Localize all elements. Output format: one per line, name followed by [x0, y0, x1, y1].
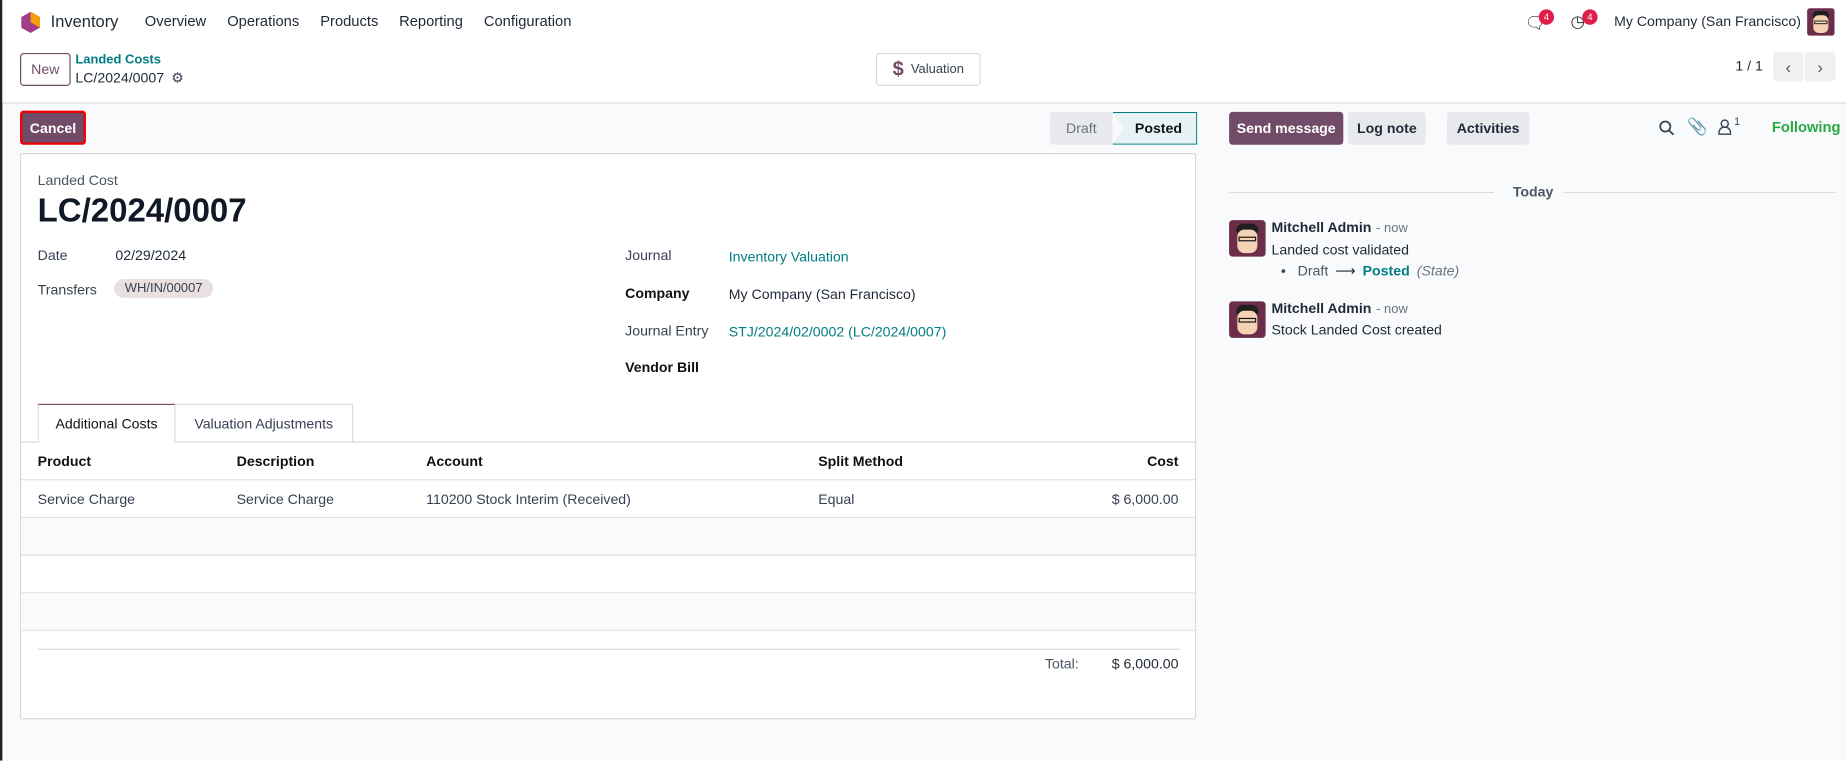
journal-entry-link[interactable]: STJ/2024/02/0002 (LC/2024/0007) [728, 323, 947, 341]
followers-icon[interactable] [1718, 119, 1732, 135]
message-time: - now [1376, 302, 1408, 317]
stage-posted[interactable]: Posted [1112, 111, 1198, 145]
author-avatar[interactable] [1229, 301, 1266, 338]
col-cost[interactable]: Cost [1147, 453, 1179, 470]
breadcrumb-current-line: LC/2024/0007 ⚙ [75, 69, 184, 85]
transfer-tag[interactable]: WH/IN/00007 [114, 279, 214, 298]
col-split-method[interactable]: Split Method [818, 453, 903, 470]
paperclip-icon[interactable]: 📎 [1687, 116, 1708, 136]
message-body: Landed cost validated [1271, 241, 1409, 258]
total-line: Total: $ 6,000.00 [1045, 656, 1179, 672]
gear-icon[interactable]: ⚙ [171, 69, 184, 86]
cell-product: Service Charge [37, 490, 136, 508]
date-separator: Today [1512, 183, 1554, 201]
dollar-icon: $ [892, 57, 904, 81]
user-avatar[interactable] [1807, 8, 1835, 36]
valuation-smart-button[interactable]: $ Valuation [875, 52, 981, 86]
table-row[interactable]: Service Charge Service Charge 110200 Sto… [21, 480, 1195, 519]
message-header: Mitchell Admin - now [1271, 219, 1407, 235]
journal-label: Journal [625, 247, 672, 264]
menu-overview[interactable]: Overview [144, 12, 207, 30]
menu-reporting[interactable]: Reporting [399, 12, 463, 30]
form-title: LC/2024/0007 [37, 191, 247, 229]
tracking-new-value: Posted [1362, 262, 1410, 280]
message-author[interactable]: Mitchell Admin [1271, 218, 1372, 236]
total-label: Total: [1044, 655, 1079, 673]
inventory-app-logo-icon[interactable] [21, 11, 41, 33]
col-product[interactable]: Product [37, 453, 92, 470]
cell-cost: $ 6,000.00 [1111, 490, 1179, 508]
cell-account: 110200 Stock Interim (Received) [426, 490, 631, 508]
empty-row [21, 556, 1195, 594]
date-field[interactable]: 02/29/2024 [115, 247, 187, 264]
bullet: • [1280, 262, 1286, 280]
message-author[interactable]: Mitchell Admin [1271, 300, 1372, 317]
cancel-button[interactable]: Cancel [20, 110, 86, 145]
following-button[interactable]: Following [1771, 118, 1841, 136]
breadcrumb-landed-costs[interactable]: Landed Costs [75, 52, 161, 68]
pager-next-button[interactable]: › [1804, 51, 1836, 82]
log-note-button[interactable]: Log note [1348, 111, 1426, 145]
separator-line [1229, 191, 1494, 194]
search-icon[interactable] [1659, 120, 1675, 136]
tracking-old-value: Draft [1297, 262, 1329, 280]
separator-line [1563, 191, 1836, 194]
new-button[interactable]: New [20, 52, 71, 86]
empty-row [21, 593, 1195, 632]
table-header: Product Description Account Split Method… [21, 443, 1195, 481]
chatter-message [1229, 220, 1266, 257]
author-avatar[interactable] [1229, 220, 1266, 257]
activities-clock-icon[interactable]: ◷ [1570, 11, 1585, 31]
messages-badge: 4 [1538, 9, 1555, 25]
cell-description: Service Charge [236, 490, 335, 508]
activities-button[interactable]: Activities [1446, 111, 1530, 145]
date-label: Date [37, 247, 68, 264]
chatter-message [1229, 301, 1266, 338]
message-header: Mitchell Admin - now [1271, 300, 1407, 316]
form-subtitle: Landed Cost [37, 171, 118, 189]
tracking-field: (State) [1416, 262, 1460, 280]
tab-strip [21, 441, 1195, 443]
menu-products[interactable]: Products [320, 12, 379, 30]
cell-split-method: Equal [818, 490, 855, 508]
tab-valuation-adjustments[interactable]: Valuation Adjustments [175, 403, 354, 442]
followers-count: 1 [1734, 115, 1741, 128]
pager-value[interactable]: 1 / 1 [1735, 57, 1763, 75]
stage-draft[interactable]: Draft [1050, 111, 1113, 145]
status-stages: Draft Posted [1050, 111, 1198, 145]
tracking-line: • Draft ⟶ Posted (State) [1281, 263, 1459, 279]
col-account[interactable]: Account [426, 453, 483, 470]
col-description[interactable]: Description [236, 453, 315, 470]
journal-link[interactable]: Inventory Valuation [728, 248, 849, 265]
form-sheet: Landed Cost LC/2024/0007 Date 02/29/2024… [20, 153, 1197, 720]
total-value: $ 6,000.00 [1111, 655, 1179, 673]
company-label: Company [625, 284, 690, 302]
arrow-right-icon: ⟶ [1335, 262, 1356, 280]
app-name[interactable]: Inventory [50, 11, 119, 31]
message-time: - now [1376, 221, 1408, 236]
top-navbar: Inventory Overview Operations Products R… [2, 0, 1846, 44]
vendor-bill-label: Vendor Bill [625, 359, 699, 376]
empty-row [21, 518, 1195, 556]
menu-configuration[interactable]: Configuration [483, 12, 572, 30]
pager-previous-button[interactable]: ‹ [1773, 51, 1804, 82]
company-switcher[interactable]: My Company (San Francisco) [1614, 12, 1801, 30]
activities-badge: 4 [1582, 9, 1598, 25]
menu-operations[interactable]: Operations [227, 12, 300, 30]
tab-additional-costs[interactable]: Additional Costs [37, 403, 176, 443]
control-panel: New Landed Costs LC/2024/0007 ⚙ $ Valuat… [2, 43, 1846, 104]
transfers-label: Transfers [37, 281, 97, 298]
valuation-label: Valuation [910, 62, 964, 77]
breadcrumb-current: LC/2024/0007 [75, 69, 165, 86]
total-divider [37, 648, 1180, 650]
company-field: My Company (San Francisco) [728, 286, 916, 303]
message-body: Stock Landed Cost created [1271, 321, 1442, 338]
send-message-button[interactable]: Send message [1229, 111, 1344, 145]
journal-entry-label: Journal Entry [625, 322, 709, 340]
